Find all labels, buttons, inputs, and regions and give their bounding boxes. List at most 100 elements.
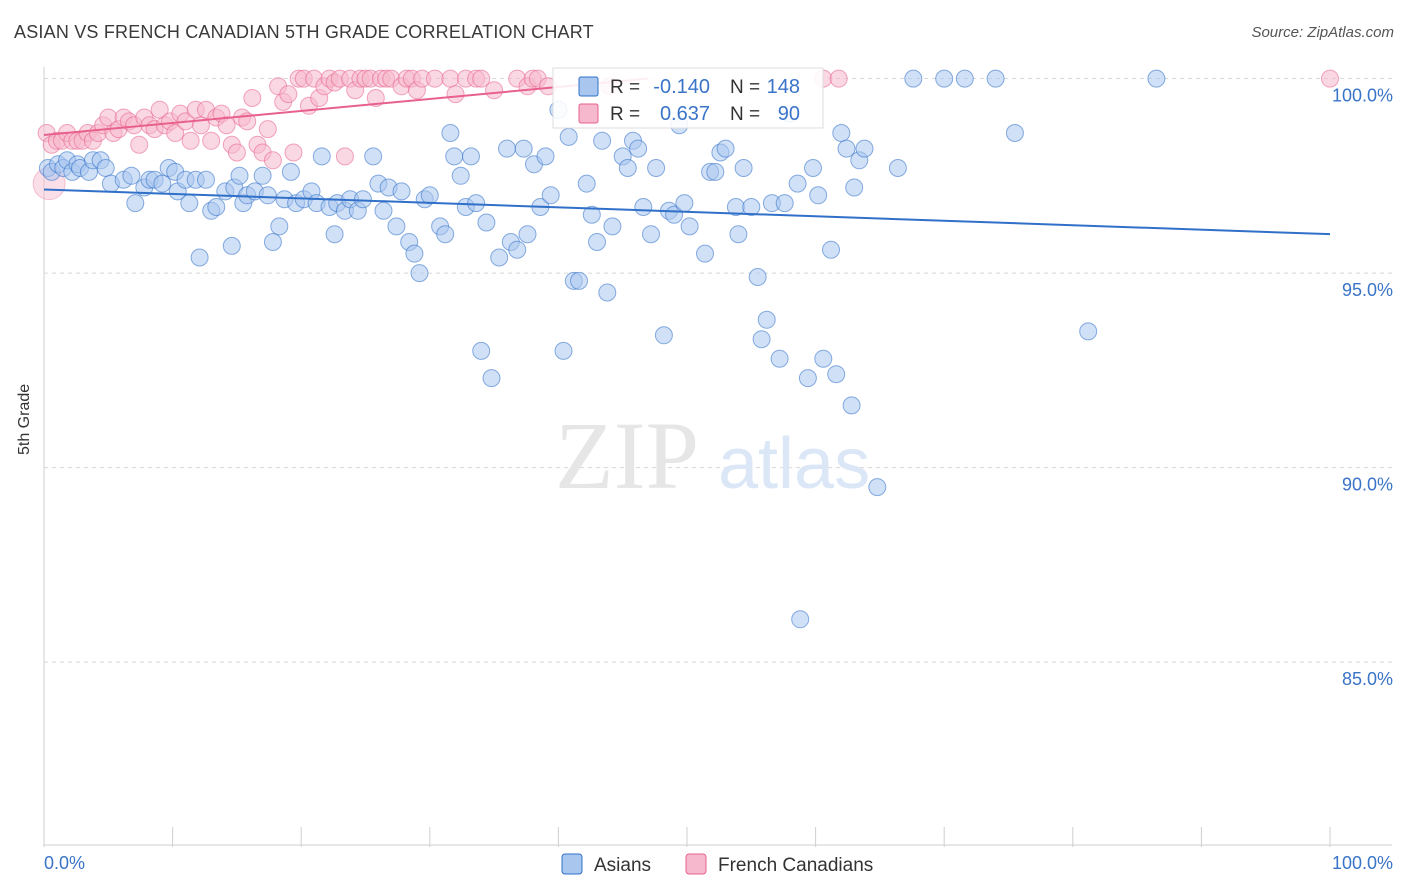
data-point — [814, 349, 833, 368]
data-point — [472, 341, 491, 360]
y-tick-labels: 100.0% 95.0% 90.0% 85.0% — [1332, 86, 1393, 690]
data-point — [335, 147, 354, 166]
source-label: Source: ZipAtlas.com — [1251, 24, 1394, 41]
data-point — [467, 194, 486, 213]
data-point — [955, 69, 974, 88]
data-point — [279, 85, 298, 104]
data-point — [190, 248, 209, 267]
data-point — [791, 610, 810, 629]
data-point — [935, 69, 954, 88]
axes — [43, 67, 1392, 847]
data-point — [845, 178, 864, 197]
data-point — [166, 124, 185, 142]
data-point — [716, 139, 735, 158]
data-point — [374, 201, 393, 220]
data-point — [445, 147, 464, 166]
data-point — [253, 166, 272, 185]
data-point — [180, 194, 199, 213]
data-point — [788, 174, 807, 193]
data-point — [842, 396, 861, 415]
data-point — [734, 159, 753, 177]
data-point — [986, 69, 1005, 88]
y-tick-label: 90.0% — [1342, 475, 1393, 495]
data-point — [425, 69, 444, 88]
watermark: ZIP atlas — [555, 402, 870, 509]
stats-legend: R = -0.140 N = 148 R = 0.637 N = 90 — [552, 67, 824, 129]
data-point — [202, 131, 221, 150]
data-point — [222, 236, 241, 255]
n-value: 148 — [767, 76, 800, 98]
data-point — [477, 213, 496, 232]
x-tick-label: 100.0% — [1332, 853, 1393, 873]
legend-swatch-asians — [561, 853, 583, 875]
data-point — [904, 69, 923, 88]
data-point — [482, 369, 501, 388]
data-point — [263, 151, 282, 170]
data-point — [629, 139, 648, 158]
data-point — [263, 233, 282, 251]
legend-swatch — [578, 103, 599, 124]
data-point — [603, 217, 622, 236]
data-point — [410, 264, 429, 283]
data-point — [829, 69, 848, 88]
data-point — [1147, 69, 1166, 88]
data-point — [130, 135, 149, 154]
data-point — [207, 198, 226, 216]
legend-swatch — [578, 76, 599, 97]
data-point — [822, 240, 840, 259]
data-point — [642, 225, 660, 244]
data-point — [485, 81, 504, 100]
data-point — [387, 217, 406, 236]
data-point — [284, 143, 303, 162]
data-point — [514, 139, 533, 158]
x-tick-label: 0.0% — [44, 853, 85, 873]
data-point — [554, 341, 573, 360]
data-point — [536, 147, 555, 166]
data-point — [392, 182, 411, 201]
data-point — [126, 194, 145, 213]
data-point — [832, 124, 851, 142]
data-point — [748, 268, 767, 286]
y-tick-label: 95.0% — [1342, 280, 1393, 300]
data-point — [804, 159, 822, 177]
data-point — [270, 217, 289, 236]
x-tick-labels: 0.0% 100.0% — [44, 853, 1393, 873]
data-point — [122, 166, 141, 185]
data-point — [809, 186, 828, 205]
legend-label-french-canadians: French Canadians — [718, 855, 873, 876]
r-value: -0.140 — [653, 76, 710, 98]
data-point — [675, 194, 694, 213]
data-point — [441, 69, 460, 88]
data-point — [197, 170, 215, 189]
trend-line-pink — [43, 77, 649, 136]
data-point — [451, 166, 470, 185]
r-value: 0.637 — [660, 103, 710, 125]
data-point — [490, 248, 509, 267]
data-point — [472, 69, 491, 88]
data-point — [680, 217, 699, 236]
watermark-atlas: atlas — [718, 424, 870, 504]
data-point — [498, 139, 516, 158]
data-point — [593, 131, 612, 150]
trend-line-blue — [43, 188, 1331, 236]
data-point — [436, 225, 455, 244]
data-point — [281, 162, 300, 181]
data-point — [541, 186, 560, 205]
data-point — [798, 369, 817, 388]
data-point — [258, 120, 277, 139]
data-point — [217, 116, 236, 135]
data-point — [577, 174, 596, 193]
data-point — [706, 162, 725, 181]
series-asians — [38, 69, 1166, 629]
watermark-zip: ZIP — [555, 402, 699, 509]
n-label: N = — [730, 104, 760, 125]
data-point — [518, 225, 537, 244]
data-point — [405, 244, 424, 263]
data-point — [757, 310, 776, 329]
trend-lines — [43, 77, 1331, 236]
data-point — [441, 124, 460, 142]
data-point — [634, 198, 653, 216]
y-tick-label: 85.0% — [1342, 669, 1393, 689]
data-point — [181, 131, 200, 150]
